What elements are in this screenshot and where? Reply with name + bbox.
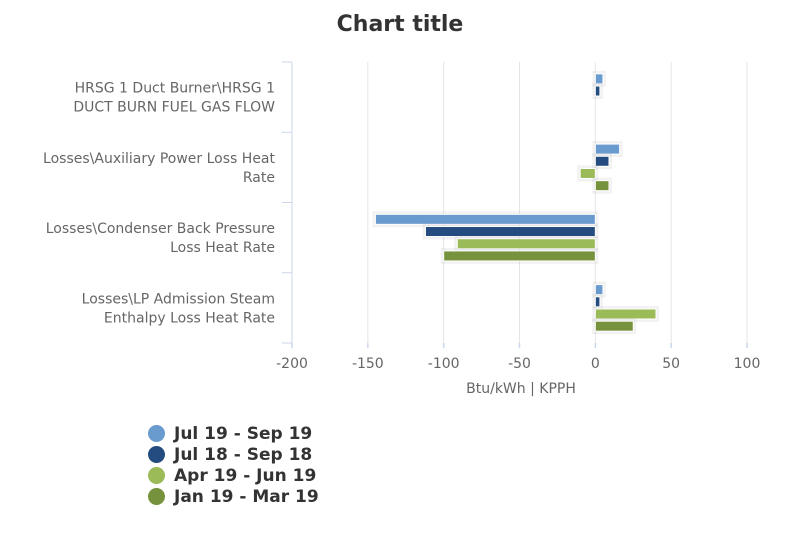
- category-label: Enthalpy Loss Heat Rate: [104, 310, 275, 326]
- category-label: DUCT BURN FUEL GAS FLOW: [73, 100, 275, 116]
- legend-item[interactable]: Jul 19 - Sep 19: [148, 423, 319, 444]
- category-label: Losses\LP Admission Steam: [82, 291, 275, 307]
- legend-label: Jan 19 - Mar 19: [174, 486, 319, 507]
- bar[interactable]: [594, 180, 610, 192]
- bar[interactable]: [594, 284, 604, 296]
- category-label: HRSG 1 Duct Burner\HRSG 1: [75, 81, 275, 97]
- legend-swatch: [148, 446, 165, 463]
- category-label: Losses\Condenser Back Pressure: [46, 221, 275, 237]
- chart-title: Chart title: [337, 12, 464, 37]
- bar[interactable]: [456, 238, 596, 250]
- x-tick-label: -150: [352, 356, 384, 372]
- x-tick-label: -50: [508, 356, 531, 372]
- legend-swatch: [148, 425, 165, 442]
- x-tick-label: -200: [276, 356, 308, 372]
- legend-label: Jul 18 - Sep 18: [174, 444, 313, 465]
- bar[interactable]: [594, 155, 610, 167]
- legend-item[interactable]: Jan 19 - Mar 19: [148, 486, 319, 507]
- bar[interactable]: [594, 308, 657, 320]
- bar[interactable]: [579, 167, 596, 179]
- legend-item[interactable]: Apr 19 - Jun 19: [148, 465, 319, 486]
- legend-label: Jul 19 - Sep 19: [174, 423, 313, 444]
- bar[interactable]: [594, 143, 621, 155]
- category-label: Loss Heat Rate: [170, 240, 275, 256]
- bar[interactable]: [594, 85, 601, 97]
- bar[interactable]: [594, 296, 601, 308]
- legend-swatch: [148, 488, 165, 505]
- bar[interactable]: [443, 250, 596, 262]
- bar[interactable]: [594, 73, 604, 85]
- category-label: Losses\Auxiliary Power Loss Heat: [43, 151, 275, 167]
- x-tick-label: 0: [591, 356, 600, 372]
- bar[interactable]: [424, 226, 596, 238]
- legend-label: Apr 19 - Jun 19: [174, 465, 317, 486]
- bar[interactable]: [374, 213, 596, 225]
- legend: Jul 19 - Sep 19 Jul 18 - Sep 18 Apr 19 - J…: [148, 423, 319, 507]
- x-tick-label: 100: [734, 356, 761, 372]
- legend-swatch: [148, 467, 165, 484]
- bar[interactable]: [594, 320, 634, 332]
- x-tick-label: -100: [428, 356, 460, 372]
- x-tick-label: 50: [662, 356, 680, 372]
- x-axis-title: Btu/kWh | KPPH: [466, 381, 576, 397]
- legend-item[interactable]: Jul 18 - Sep 18: [148, 444, 319, 465]
- category-label: Rate: [243, 170, 275, 186]
